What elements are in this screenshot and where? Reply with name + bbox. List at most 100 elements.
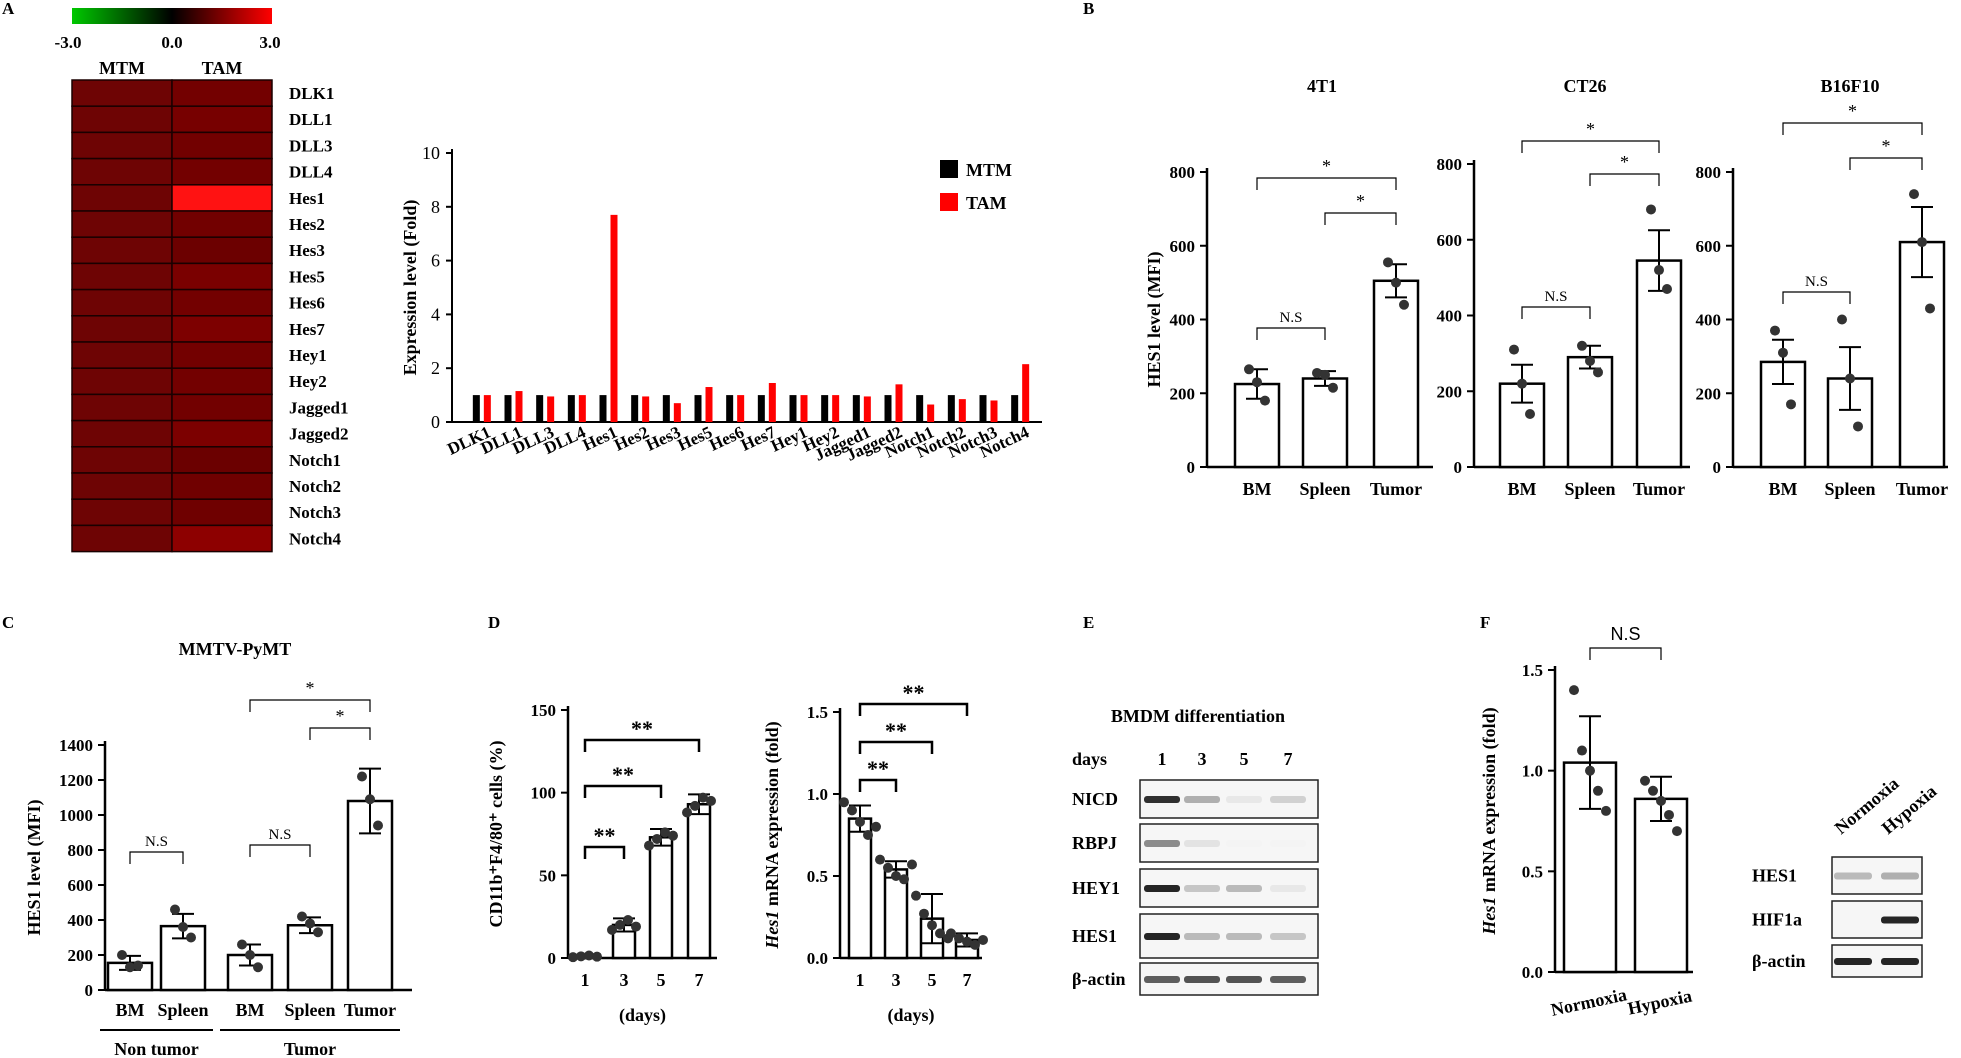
x-tick-label: Normoxia <box>1549 984 1628 1020</box>
heatmap-cell <box>71 131 173 160</box>
bar-mtm <box>979 395 987 422</box>
heatmap-cell <box>71 262 173 291</box>
heatmap-row-label: DLL1 <box>289 110 332 129</box>
y-axis-title: CD11b⁺F4/80⁺ cells (%) <box>486 741 507 928</box>
data-point <box>1640 775 1650 786</box>
heatmap-cell <box>71 446 173 474</box>
data-point <box>125 962 135 973</box>
y-tick-label: 150 <box>531 701 557 720</box>
bar-mtm <box>631 395 639 422</box>
blot-band <box>1881 958 1919 965</box>
y-tick-label: 400 <box>1437 307 1463 326</box>
significance-label: * <box>1586 119 1595 139</box>
significance-label: N.S <box>1545 289 1568 305</box>
bar-chart-hes1-hypoxia: 0.0 0.5 1.0 1.5 Hes1 mRNA expression (fold) N… <box>1479 624 1694 1020</box>
y-tick-label: 0.5 <box>807 867 828 886</box>
significance-bracket <box>1782 122 1923 135</box>
data-point <box>1845 373 1855 384</box>
blot-band <box>1144 885 1180 892</box>
panel-label-e: E <box>1083 613 1094 632</box>
significance-bracket <box>1256 327 1326 340</box>
heatmap-row-label: Hey1 <box>289 346 327 365</box>
significance-label: ** <box>631 716 653 741</box>
y-tick-label: 200 <box>1437 382 1463 401</box>
data-point <box>871 821 881 832</box>
data-point <box>855 816 865 827</box>
heatmap-row-label: Hes5 <box>289 267 325 286</box>
heatmap-row-label: Notch2 <box>289 477 341 496</box>
data-point <box>592 951 602 962</box>
bar-tam <box>705 387 713 422</box>
blot-band <box>1144 796 1180 803</box>
data-point <box>1252 377 1262 388</box>
blot-band <box>1834 958 1872 965</box>
heatmap-cell <box>71 498 173 527</box>
y-tick-label: 0.5 <box>1522 862 1543 881</box>
heatmap-cell <box>171 419 273 448</box>
y-tick-label: 0 <box>548 949 557 968</box>
x-tick-label: 3 <box>892 970 901 990</box>
bar-mtm <box>884 395 892 422</box>
x-tick-label: 7 <box>963 970 972 990</box>
significance-bracket <box>1521 140 1660 153</box>
heatmap-cell <box>171 498 273 527</box>
heatmap-row-label: Hes3 <box>289 241 325 260</box>
bar-tam <box>642 396 650 422</box>
significance-label: ** <box>867 756 889 781</box>
heatmap-cell <box>171 210 273 238</box>
heatmap-row-label: Hes6 <box>289 294 325 313</box>
blot-row-label: RBPJ <box>1072 833 1117 853</box>
heatmap-cell <box>171 184 273 212</box>
bar-tam <box>832 395 840 422</box>
data-point <box>373 820 383 831</box>
blot-band <box>1881 916 1919 924</box>
heatmap-cell <box>71 288 173 317</box>
data-point <box>652 833 662 844</box>
x-tick-label: Hypoxia <box>1626 986 1694 1019</box>
significance-label: * <box>1882 136 1891 156</box>
y-tick-label: 800 <box>1437 155 1463 174</box>
data-point <box>682 807 692 818</box>
heatmap-cell <box>171 157 273 186</box>
data-point <box>935 928 945 939</box>
blot-lanes-label: days <box>1072 749 1107 769</box>
data-point <box>1778 347 1788 358</box>
heatmap-cell <box>171 341 273 369</box>
group-label: Tumor <box>284 1039 336 1058</box>
group-label: Non tumor <box>114 1039 199 1058</box>
data-point <box>568 952 578 963</box>
bar-mtm <box>599 395 607 422</box>
y-tick-label: 100 <box>531 784 557 803</box>
bar-tam <box>958 399 966 422</box>
data-point <box>186 932 196 943</box>
data-point <box>978 934 988 945</box>
data-point <box>1312 367 1322 378</box>
bar-mtm <box>916 395 924 422</box>
x-tick-label: Tumor <box>1896 479 1948 499</box>
y-tick-label: 0 <box>1454 458 1463 477</box>
bar <box>1566 355 1614 469</box>
significance-bracket <box>1521 306 1591 319</box>
significance-bracket <box>1849 157 1923 170</box>
bar <box>1372 279 1420 469</box>
y-axis-title-rest: mRNA expression (fold) <box>1479 707 1500 896</box>
significance-label: ** <box>612 762 634 787</box>
data-point <box>117 950 127 960</box>
data-point <box>1577 340 1587 351</box>
y-tick-label: 1000 <box>59 806 93 825</box>
significance-bracket <box>583 738 701 752</box>
significance-label: * <box>1356 191 1365 211</box>
significance-bracket <box>129 851 184 864</box>
data-point <box>698 792 708 803</box>
blot-row-label: HES1 <box>1752 866 1797 886</box>
y-tick-label: 1200 <box>59 771 93 790</box>
data-point <box>660 827 670 838</box>
data-point <box>1525 408 1535 419</box>
heatmap-cell <box>171 105 273 134</box>
heatmap-cell <box>71 210 173 238</box>
data-point <box>623 914 633 925</box>
significance-bracket <box>858 740 934 754</box>
x-tick-label: BM <box>236 1000 265 1020</box>
x-tick-label: BM <box>1508 479 1537 499</box>
y-tick-label: 0 <box>431 412 440 432</box>
